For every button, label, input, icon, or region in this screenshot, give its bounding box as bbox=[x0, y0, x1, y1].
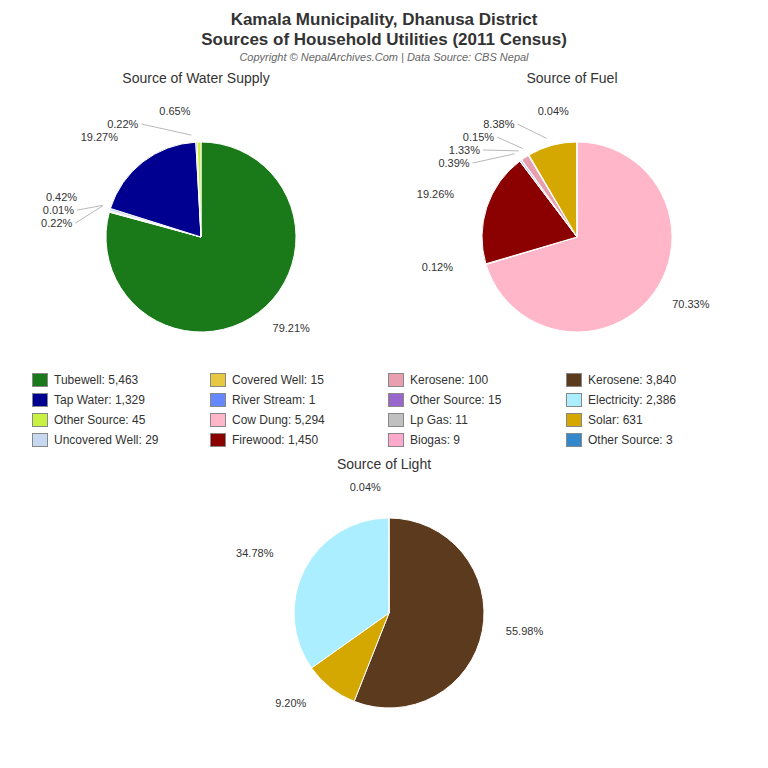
svg-text:0.22%: 0.22% bbox=[41, 217, 72, 229]
svg-text:70.33%: 70.33% bbox=[672, 298, 710, 310]
svg-text:19.26%: 19.26% bbox=[417, 188, 455, 200]
svg-text:1.33%: 1.33% bbox=[449, 144, 480, 156]
html-text:Source of Water Supply: Source of Water Supply bbox=[122, 70, 270, 86]
html-text:Firewood: 1,450: Firewood: 1,450 bbox=[232, 433, 319, 447]
html-text:Kerosene: 3,840: Kerosene: 3,840 bbox=[588, 373, 677, 387]
svg-text:0.42%: 0.42% bbox=[46, 191, 77, 203]
svg-text:79.21%: 79.21% bbox=[273, 322, 311, 334]
html-text:Electricity: 2,386: Electricity: 2,386 bbox=[588, 393, 676, 407]
html-text:Covered Well: 15: Covered Well: 15 bbox=[232, 373, 324, 387]
html-text:Sources of Household Utilities: Sources of Household Utilities (2011 Cen… bbox=[201, 30, 567, 49]
html-text:Uncovered Well: 29: Uncovered Well: 29 bbox=[54, 433, 159, 447]
svg-text:0.04%: 0.04% bbox=[538, 105, 569, 117]
svg-text:0.04%: 0.04% bbox=[350, 481, 381, 493]
html-text:Tubewell: 5,463: Tubewell: 5,463 bbox=[54, 373, 139, 387]
html-text:Other Source: 15: Other Source: 15 bbox=[410, 393, 502, 407]
html-text:Other Source: 3: Other Source: 3 bbox=[588, 433, 673, 447]
svg-text:34.78%: 34.78% bbox=[236, 547, 274, 559]
html-text:Lp Gas: 11: Lp Gas: 11 bbox=[410, 413, 468, 427]
html-text:Copyright © NepalArchives.Com: Copyright © NepalArchives.Com | Data Sou… bbox=[239, 51, 529, 63]
svg-text:0.22%: 0.22% bbox=[107, 118, 138, 130]
html-text:Tap Water: 1,329: Tap Water: 1,329 bbox=[54, 393, 145, 407]
html-text:Cow Dung: 5,294: Cow Dung: 5,294 bbox=[232, 413, 325, 427]
svg-text:0.12%: 0.12% bbox=[422, 261, 453, 273]
svg-text:9.20%: 9.20% bbox=[275, 697, 306, 709]
svg-text:0.39%: 0.39% bbox=[438, 157, 469, 169]
html-text:Other Source: 45: Other Source: 45 bbox=[54, 413, 146, 427]
svg-text:19.27%: 19.27% bbox=[81, 131, 119, 143]
html-text:Source of Fuel: Source of Fuel bbox=[526, 70, 618, 86]
svg-text:0.15%: 0.15% bbox=[463, 131, 494, 143]
html-text:Kerosene: 100: Kerosene: 100 bbox=[410, 373, 489, 387]
html-text:Solar: 631: Solar: 631 bbox=[588, 413, 643, 427]
html-text:Biogas: 9: Biogas: 9 bbox=[410, 433, 460, 447]
html-text:River Stream: 1: River Stream: 1 bbox=[232, 393, 316, 407]
html-text:Source of Light: Source of Light bbox=[336, 456, 432, 472]
svg-text:8.38%: 8.38% bbox=[483, 118, 514, 130]
svg-text:0.65%: 0.65% bbox=[159, 105, 190, 117]
html-text:Kamala Municipality, Dhanusa D: Kamala Municipality, Dhanusa District bbox=[230, 10, 538, 29]
svg-text:0.01%: 0.01% bbox=[43, 204, 74, 216]
svg-text:55.98%: 55.98% bbox=[506, 625, 544, 637]
